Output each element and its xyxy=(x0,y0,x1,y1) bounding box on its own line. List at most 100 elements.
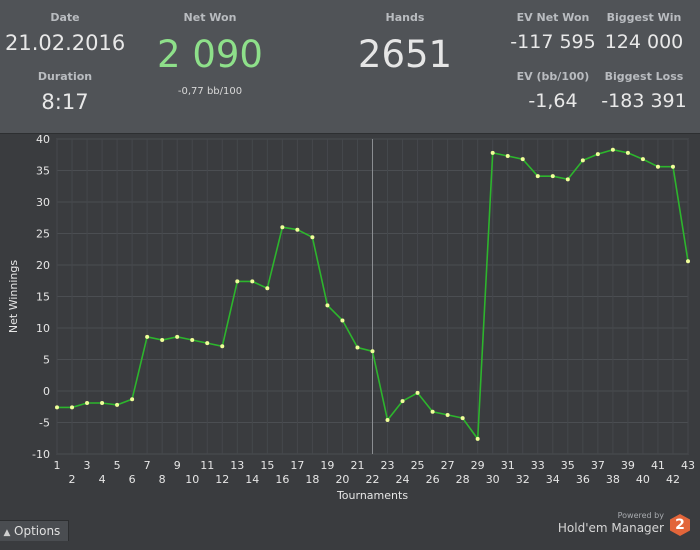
date-label: Date xyxy=(50,11,80,24)
data-point xyxy=(400,399,405,404)
x-tick-label: 17 xyxy=(290,459,304,472)
x-tick-label: 23 xyxy=(381,459,395,472)
ev-bb100-value: -1,64 xyxy=(528,90,578,112)
x-tick-label: 41 xyxy=(651,459,665,472)
data-point xyxy=(475,436,480,441)
y-tick-label: 25 xyxy=(36,228,50,241)
biggest-win-value: 124 000 xyxy=(604,31,684,53)
y-tick-label: 0 xyxy=(43,385,50,398)
chevron-up-icon: ▲ xyxy=(3,528,11,538)
data-point xyxy=(520,157,525,162)
x-tick-label: 34 xyxy=(546,473,560,486)
x-tick-label: 33 xyxy=(531,459,545,472)
x-tick-label: 30 xyxy=(486,473,500,486)
powered-by-text: Powered by xyxy=(617,511,664,520)
x-tick-label: 40 xyxy=(636,473,650,486)
data-point xyxy=(220,344,225,349)
data-point xyxy=(100,400,105,405)
x-tick-label: 7 xyxy=(144,459,151,472)
data-point xyxy=(595,152,600,157)
data-point xyxy=(190,337,195,342)
x-tick-label: 1 xyxy=(54,459,61,472)
x-tick-label: 8 xyxy=(159,473,166,486)
hexagon-logo-icon: 2 xyxy=(670,514,690,536)
data-point xyxy=(565,177,570,182)
data-point xyxy=(115,402,120,407)
x-tick-label: 9 xyxy=(174,459,181,472)
x-tick-label: 10 xyxy=(185,473,199,486)
options-label: Options xyxy=(14,524,61,538)
data-point xyxy=(535,174,540,179)
data-point xyxy=(415,390,420,395)
y-tick-label: 20 xyxy=(36,259,50,272)
x-tick-label: 3 xyxy=(84,459,91,472)
data-point xyxy=(370,349,375,354)
data-point xyxy=(205,341,210,346)
x-tick-label: 24 xyxy=(396,473,410,486)
x-tick-label: 6 xyxy=(129,473,136,486)
data-point xyxy=(670,164,675,169)
data-point xyxy=(85,400,90,405)
y-tick-label: -5 xyxy=(39,417,50,430)
data-point xyxy=(265,286,270,291)
x-tick-label: 35 xyxy=(561,459,575,472)
x-tick-label: 5 xyxy=(114,459,121,472)
x-tick-label: 42 xyxy=(666,473,680,486)
data-point xyxy=(55,405,59,410)
x-tick-label: 15 xyxy=(260,459,274,472)
y-tick-label: 30 xyxy=(36,196,50,209)
biggest-loss-label: Biggest Loss xyxy=(604,70,684,83)
data-point xyxy=(445,412,450,417)
data-point xyxy=(145,334,150,339)
y-tick-label: 10 xyxy=(36,322,50,335)
data-point xyxy=(340,318,345,323)
x-tick-label: 14 xyxy=(245,473,259,486)
data-point xyxy=(460,416,465,421)
biggest-win-label: Biggest Win xyxy=(606,11,682,24)
x-tick-label: 20 xyxy=(335,473,349,486)
x-tick-label: 18 xyxy=(305,473,319,486)
x-tick-label: 43 xyxy=(681,459,695,472)
x-tick-label: 19 xyxy=(320,459,334,472)
data-point xyxy=(355,345,360,350)
x-tick-label: 22 xyxy=(366,473,380,486)
x-tick-label: 4 xyxy=(99,473,106,486)
chart-grid xyxy=(56,138,689,455)
data-point xyxy=(235,279,240,284)
y-tick-labels: -10 -5 0 5 10 15 20 25 30 35 40 xyxy=(32,133,50,461)
data-point xyxy=(655,164,660,169)
data-point xyxy=(610,147,615,152)
brand-name: Hold'em Manager xyxy=(557,521,664,535)
net-won-bb100: -0,77 bb/100 xyxy=(177,86,243,97)
data-point xyxy=(325,303,330,308)
y-axis-label: Net Winnings xyxy=(7,260,20,333)
x-tick-label: 36 xyxy=(576,473,590,486)
data-point xyxy=(250,279,255,284)
data-point xyxy=(295,227,300,232)
data-point xyxy=(280,225,285,230)
x-tick-label: 31 xyxy=(501,459,515,472)
hands-value: 2651 xyxy=(357,33,453,76)
ev-net-won-value: -117 595 xyxy=(510,31,596,53)
x-tick-label: 32 xyxy=(516,473,530,486)
hands-label: Hands xyxy=(385,11,425,24)
x-tick-label: 39 xyxy=(621,459,635,472)
x-tick-label: 11 xyxy=(200,459,214,472)
data-point xyxy=(130,397,135,402)
ev-bb100-label: EV (bb/100) xyxy=(516,70,590,83)
duration-value: 8:17 xyxy=(41,90,89,114)
x-tick-label: 13 xyxy=(230,459,244,472)
duration-label: Duration xyxy=(37,70,93,83)
options-button[interactable]: ▲ Options xyxy=(0,520,69,541)
data-point xyxy=(310,235,315,240)
y-tick-label: 5 xyxy=(43,354,50,367)
x-tick-label: 25 xyxy=(411,459,425,472)
biggest-loss-value: -183 391 xyxy=(601,90,687,112)
y-tick-label: -10 xyxy=(32,448,50,461)
y-tick-label: 35 xyxy=(36,165,50,178)
date-value: 21.02.2016 xyxy=(5,31,126,55)
data-point xyxy=(640,157,645,162)
x-tick-label: 12 xyxy=(215,473,229,486)
data-point xyxy=(175,334,180,339)
